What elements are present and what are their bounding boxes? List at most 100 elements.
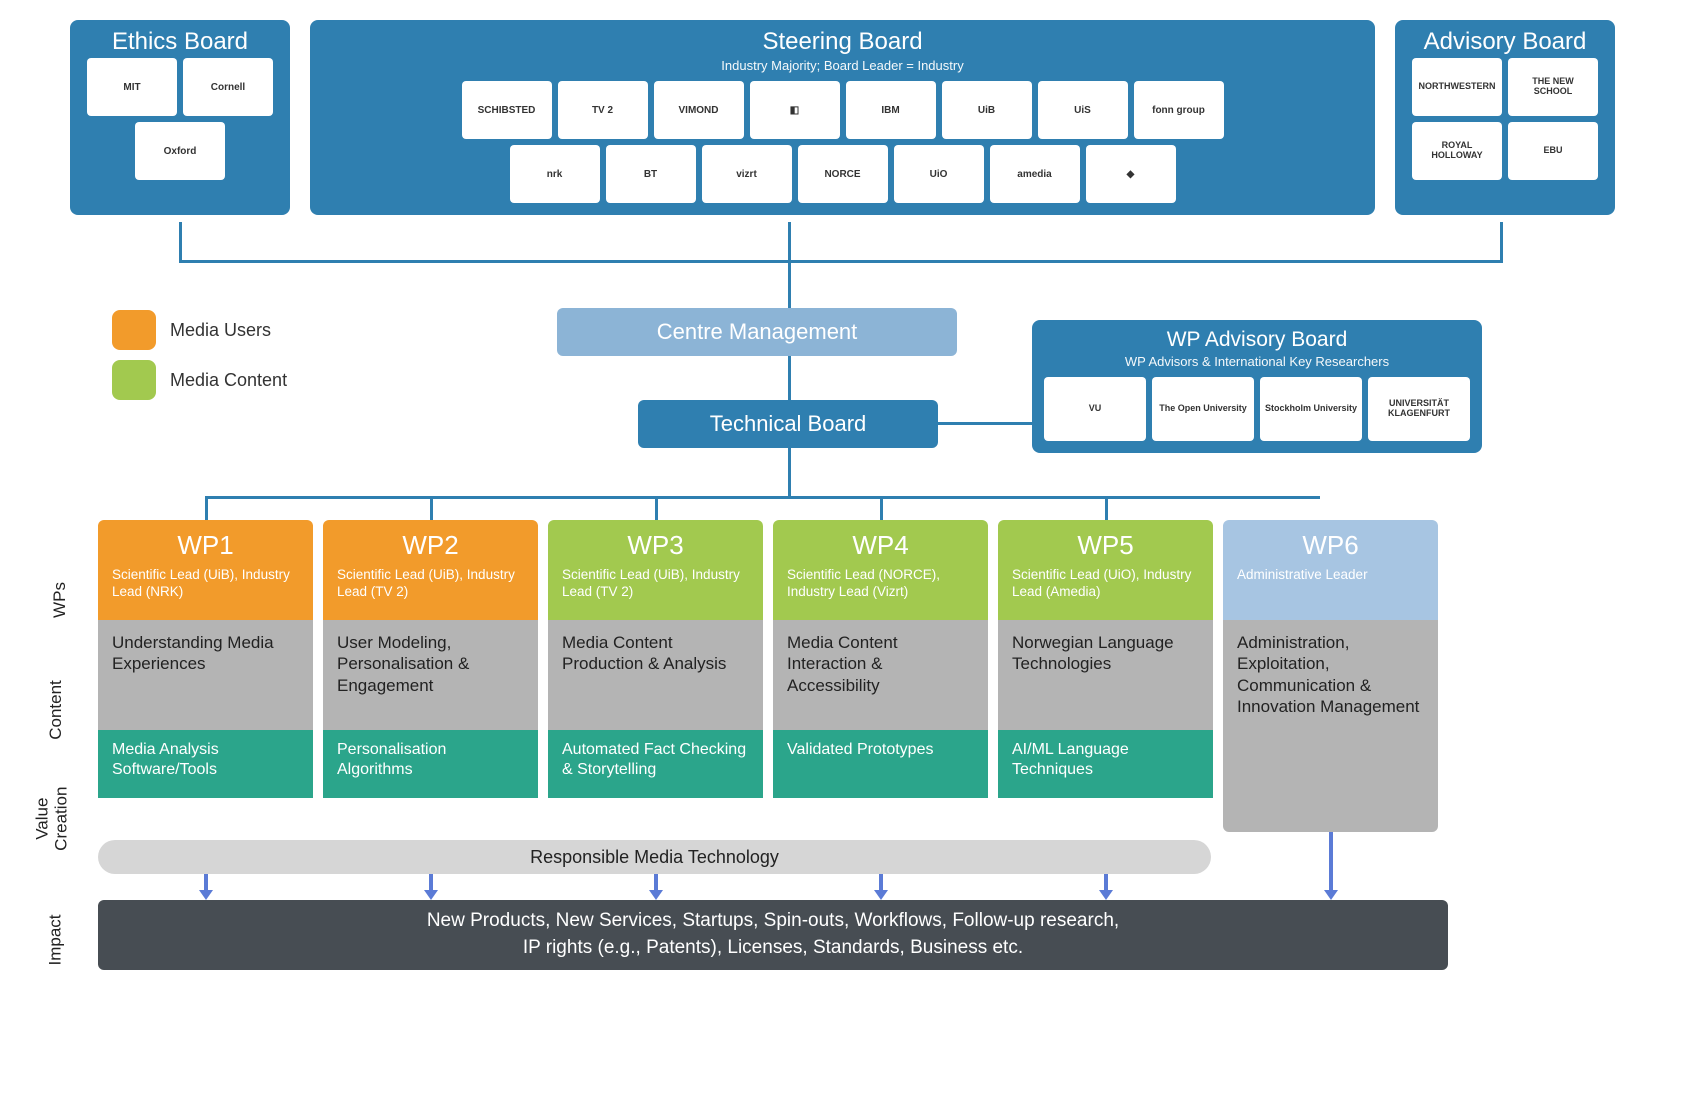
partner-logo: NORCE [798,145,888,203]
steering-board: Steering Board Industry Majority; Board … [310,20,1375,215]
partner-logo: Stockholm University [1260,377,1362,441]
advisory-board: Advisory Board NORTHWESTERNTHE NEW SCHOO… [1395,20,1615,215]
wp-column-wp4: WP4 Scientific Lead (NORCE), Industry Lea… [773,520,988,832]
partner-logo: ROYAL HOLLOWAY [1412,122,1502,180]
conn [179,260,1503,263]
arrow-head [1099,890,1113,900]
partner-logo: VU [1044,377,1146,441]
wp-column-wp6: WP6Administrative LeaderAdministration, … [1223,520,1438,832]
top-boards-row: Ethics Board MITCornellOxford Steering B… [70,20,1615,215]
wp-header: WP6Administrative Leader [1223,520,1438,620]
legend-swatch-content [112,360,156,400]
advisory-logos: NORTHWESTERNTHE NEW SCHOOLROYAL HOLLOWAY… [1407,58,1603,180]
side-label-wps: WPs [50,582,70,618]
wp-content: Norwegian Language Technologies [998,620,1213,730]
responsible-bar: Responsible Media Technology [98,840,1211,874]
legend-users-label: Media Users [170,320,271,341]
side-label-value: ValueCreation [33,787,70,851]
arrow-head [424,890,438,900]
arrow-head [649,890,663,900]
partner-logo: BT [606,145,696,203]
wp-content: User Modeling, Personalisation & Engagem… [323,620,538,730]
ethics-board: Ethics Board MITCornellOxford [70,20,290,215]
conn [938,422,1032,425]
legend-content-label: Media Content [170,370,287,391]
arrow-head [199,890,213,900]
wp-title: WP2 [337,530,524,561]
wp-lead: Administrative Leader [1237,567,1424,584]
wp-value: Validated Prototypes [773,730,988,798]
partner-logo: THE NEW SCHOOL [1508,58,1598,116]
centre-management: Centre Management [557,308,957,356]
responsible-label: Responsible Media Technology [530,847,779,868]
wp-content: Administration, Exploitation, Communicat… [1223,620,1438,832]
wp-value: AI/ML Language Techniques [998,730,1213,798]
wp-content: Media Content Production & Analysis [548,620,763,730]
wp-column-wp1: WP1 Scientific Lead (UiB), Industry Lead … [98,520,313,832]
wp-header: WP4 Scientific Lead (NORCE), Industry Lea… [773,520,988,620]
partner-logo: UiB [942,81,1032,139]
side-label-impact: Impact [46,914,66,965]
wp-header: WP1 Scientific Lead (UiB), Industry Lead … [98,520,313,620]
partner-logo: VIMOND [654,81,744,139]
arrow-line [1329,832,1333,892]
conn [655,496,658,520]
wp-lead: Scientific Lead (UiB), Industry Lead (TV… [562,567,749,601]
wp-value: Media Analysis Software/Tools [98,730,313,798]
wp-advisory-logos: VUThe Open UniversityStockholm Universit… [1044,377,1470,441]
partner-logo: UNIVERSITÄT KLAGENFURT [1368,377,1470,441]
wp-title: WP1 [112,530,299,561]
partner-logo: fonn group [1134,81,1224,139]
conn [788,222,791,262]
steering-logos-2: nrkBTvizrtNORCEUiOamedia◆ [322,145,1363,203]
conn [205,496,1320,499]
partner-logo: amedia [990,145,1080,203]
partner-logo: SCHIBSTED [462,81,552,139]
conn [880,496,883,520]
conn [205,496,208,520]
conn [788,448,791,496]
conn [179,222,182,262]
wp-header: WP5Scientific Lead (UiO), Industry Lead … [998,520,1213,620]
wp-header: WP2 Scientific Lead (UiB), Industry Lead … [323,520,538,620]
partner-logo: IBM [846,81,936,139]
arrow-head [1324,890,1338,900]
wp-header: WP3Scientific Lead (UiB), Industry Lead … [548,520,763,620]
arrow-head [874,890,888,900]
wp-lead: Scientific Lead (UiB), Industry Lead (NR… [112,567,299,601]
wp-column-wp3: WP3Scientific Lead (UiB), Industry Lead … [548,520,763,832]
legend: Media Users Media Content [112,310,287,410]
wp-title: WP4 [787,530,974,561]
wp-advisory-board: WP Advisory Board WP Advisors & Internat… [1032,320,1482,453]
wp-column-wp2: WP2 Scientific Lead (UiB), Industry Lead … [323,520,538,832]
steering-title: Steering Board [322,28,1363,56]
advisory-title: Advisory Board [1407,28,1603,56]
ethics-title: Ethics Board [82,28,278,56]
partner-logo: ◆ [1086,145,1176,203]
wp-title: WP5 [1012,530,1199,561]
conn [1500,222,1503,262]
steering-subtitle: Industry Majority; Board Leader = Indust… [322,58,1363,73]
wp-content: Understanding Media Experiences [98,620,313,730]
partner-logo: ◧ [750,81,840,139]
steering-logos-1: SCHIBSTEDTV 2VIMOND◧IBMUiBUiSfonn group [322,81,1363,139]
wp-lead: Scientific Lead (NORCE), Industry Lead (… [787,567,974,601]
conn [430,496,433,520]
partner-logo: EBU [1508,122,1598,180]
wp-lead: Scientific Lead (UiB), Industry Lead (TV… [337,567,524,601]
legend-content: Media Content [112,360,287,400]
wp-column-wp5: WP5Scientific Lead (UiO), Industry Lead … [998,520,1213,832]
technical-board: Technical Board [638,400,938,448]
impact-bar: New Products, New Services, Startups, Sp… [98,900,1448,970]
wp-advisory-title: WP Advisory Board [1044,328,1470,352]
wp-value: Automated Fact Checking & Storytelling [548,730,763,798]
conn [788,356,791,400]
legend-swatch-users [112,310,156,350]
centre-mgmt-label: Centre Management [657,319,858,345]
wp-value: Personalisation Algorithms [323,730,538,798]
partner-logo: The Open University [1152,377,1254,441]
impact-text: New Products, New Services, Startups, Sp… [427,908,1119,961]
partner-logo: TV 2 [558,81,648,139]
conn [1105,496,1108,520]
conn [788,260,791,308]
